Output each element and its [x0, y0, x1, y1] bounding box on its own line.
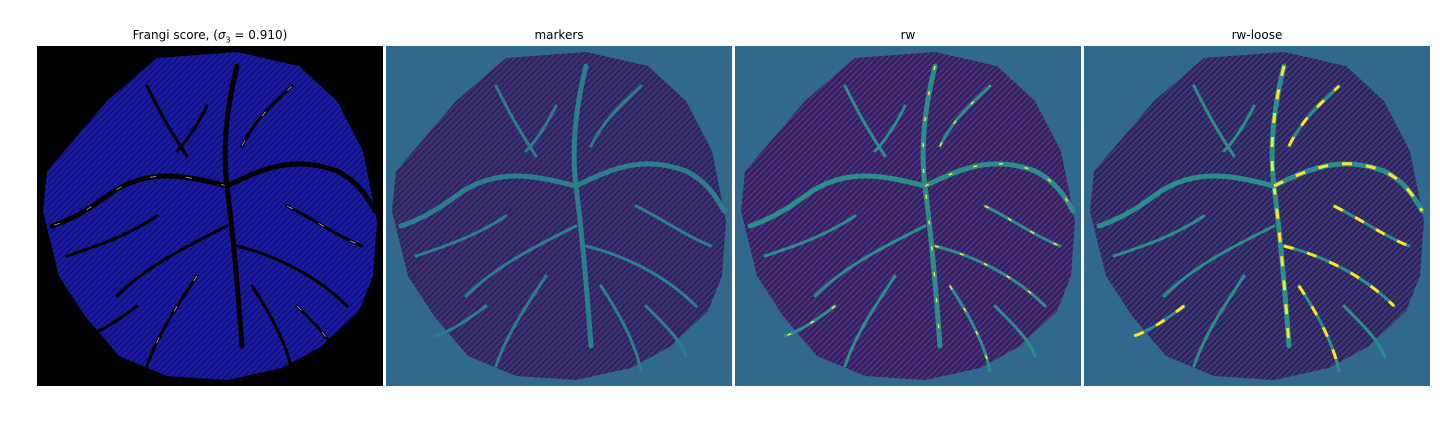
- vessel: [1192, 274, 1246, 368]
- vessel: [1282, 244, 1396, 308]
- vessel: [599, 284, 643, 373]
- vessel-highlight: [1287, 84, 1341, 147]
- vessel: [434, 304, 488, 338]
- vessel: [1162, 224, 1276, 298]
- retina-region: [1090, 52, 1424, 380]
- markers-plot: [386, 46, 732, 386]
- vessel-highlight: [241, 85, 293, 147]
- vessel-highlight: [286, 205, 363, 247]
- vessel: [1342, 304, 1386, 358]
- vessel: [922, 161, 1076, 214]
- vessel: [573, 161, 727, 214]
- vessel: [933, 244, 1047, 308]
- vessel-highlight: [784, 305, 836, 337]
- retina-region: [741, 52, 1075, 380]
- vessel: [464, 224, 578, 298]
- vessel: [398, 173, 579, 229]
- vessel-highlight: [1133, 304, 1185, 338]
- rw-loose-image: [1084, 46, 1430, 386]
- rw-plot: [735, 46, 1081, 386]
- rw-loose-plot: [1084, 46, 1430, 386]
- vessel-highlight: [51, 175, 228, 227]
- vessel: [993, 304, 1037, 358]
- retina-region: [392, 52, 726, 380]
- vessel: [634, 204, 713, 248]
- vessel: [224, 161, 378, 214]
- retina-region: [43, 52, 377, 380]
- vessel-highlight: [1333, 204, 1410, 248]
- vessel: [747, 173, 928, 229]
- vessel-highlight: [296, 305, 338, 357]
- vessel: [85, 304, 139, 338]
- vessel-highlight: [1297, 285, 1341, 372]
- vessel: [494, 274, 548, 368]
- vessel-highlight: [1273, 162, 1424, 212]
- vessel: [938, 84, 992, 148]
- panel-title-rw-loose: rw-loose: [1231, 28, 1283, 42]
- vessel: [235, 244, 349, 308]
- frangi-plot: [37, 46, 383, 386]
- panel-title-rw: rw: [900, 28, 916, 42]
- frangi-image: [37, 46, 383, 386]
- vessel: [873, 104, 907, 153]
- vessel: [813, 224, 927, 298]
- vessel: [524, 104, 558, 153]
- vessel: [644, 304, 688, 358]
- vessel: [115, 224, 229, 298]
- vessel: [250, 284, 294, 373]
- vessel: [983, 204, 1062, 248]
- vessel: [763, 214, 857, 258]
- vessel: [65, 214, 159, 258]
- vessel: [948, 284, 992, 373]
- panel-title-markers: markers: [534, 28, 584, 42]
- vessel: [843, 274, 897, 368]
- vessel: [1096, 173, 1277, 229]
- vessel: [145, 274, 199, 368]
- vessel: [414, 214, 508, 258]
- panel-title-frangi: Frangi score, (σ3 = 0.910): [132, 28, 288, 45]
- rw-image: [735, 46, 1081, 386]
- vessel: [175, 104, 209, 153]
- vessel: [1222, 104, 1256, 153]
- vessel: [584, 244, 698, 308]
- vessel: [589, 84, 643, 148]
- vessel: [1112, 214, 1206, 258]
- markers-image: [386, 46, 732, 386]
